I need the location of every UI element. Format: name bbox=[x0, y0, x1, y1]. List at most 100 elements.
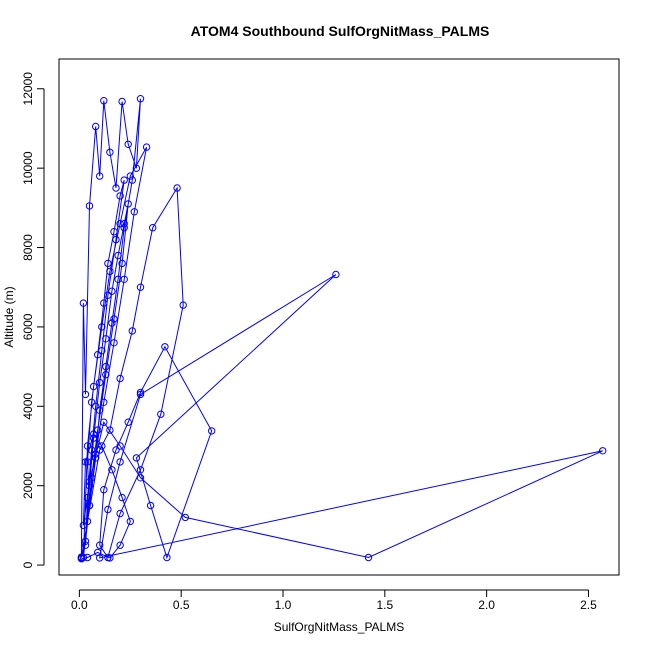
y-axis-label: Altitude (m) bbox=[2, 286, 16, 347]
data-point bbox=[118, 259, 126, 268]
data-point bbox=[94, 548, 102, 557]
data-point bbox=[116, 442, 124, 450]
data-point bbox=[98, 323, 106, 331]
data-point bbox=[132, 164, 141, 172]
y-tick-label: 0 bbox=[21, 561, 35, 568]
data-point bbox=[87, 446, 96, 454]
data-point bbox=[94, 351, 102, 359]
data-point bbox=[124, 418, 132, 426]
data-point bbox=[116, 220, 124, 228]
data-point bbox=[100, 398, 108, 406]
data-point bbox=[81, 458, 90, 466]
data-point bbox=[120, 176, 128, 184]
data-point bbox=[120, 220, 128, 228]
data-point bbox=[96, 406, 104, 414]
data-point bbox=[161, 343, 169, 351]
data-point bbox=[98, 442, 106, 450]
y-tick-label: 10000 bbox=[21, 151, 35, 185]
y-tick-label: 4000 bbox=[21, 393, 35, 420]
data-point bbox=[92, 122, 100, 131]
data-point bbox=[104, 505, 112, 514]
data-point bbox=[81, 390, 90, 399]
data-point bbox=[89, 430, 98, 438]
data-point bbox=[116, 374, 124, 383]
data-point bbox=[112, 235, 120, 244]
data-point bbox=[599, 447, 607, 455]
data-point bbox=[100, 418, 108, 426]
data-point bbox=[87, 474, 96, 482]
data-point bbox=[83, 458, 92, 466]
x-tick-label: 2.0 bbox=[478, 598, 495, 612]
data-point bbox=[116, 192, 124, 200]
data-point bbox=[83, 442, 92, 450]
data-point bbox=[136, 390, 145, 399]
data-point bbox=[102, 335, 110, 343]
data-point bbox=[83, 493, 92, 502]
data-point bbox=[96, 446, 104, 454]
data-point bbox=[85, 501, 94, 510]
data-point bbox=[92, 454, 100, 462]
axes: 0.0 0.5 1.0 1.5 2.0 2.5 0 2000 4000 6000 8000 10000… bbox=[21, 72, 597, 612]
data-point bbox=[208, 427, 216, 435]
data-point bbox=[100, 299, 108, 307]
data-point bbox=[163, 553, 171, 562]
data-point bbox=[96, 541, 104, 549]
data-point bbox=[116, 458, 124, 466]
data-point bbox=[79, 299, 88, 307]
data-point bbox=[114, 251, 122, 260]
data-point bbox=[108, 466, 116, 474]
series-line bbox=[80, 98, 603, 560]
data-point bbox=[126, 172, 135, 180]
data-point bbox=[120, 275, 128, 283]
data-point bbox=[81, 541, 90, 549]
data-point bbox=[157, 410, 165, 418]
data-point bbox=[142, 143, 151, 151]
data-point bbox=[364, 553, 373, 562]
x-tick-label: 0.5 bbox=[173, 598, 190, 612]
data-point bbox=[181, 513, 190, 522]
data-point bbox=[85, 202, 94, 210]
data-point bbox=[81, 537, 90, 545]
y-tick-label: 8000 bbox=[21, 234, 35, 261]
data-point bbox=[126, 517, 135, 526]
data-point bbox=[118, 97, 126, 106]
data-point bbox=[116, 509, 124, 518]
data-point bbox=[85, 482, 94, 490]
y-tick-label: 2000 bbox=[21, 472, 35, 499]
data-point bbox=[112, 446, 120, 454]
data-point bbox=[106, 426, 114, 434]
data-point bbox=[128, 327, 137, 335]
data-point bbox=[132, 454, 141, 462]
x-tick-label: 1.5 bbox=[376, 598, 393, 612]
data-point bbox=[130, 208, 139, 216]
data-point bbox=[136, 474, 145, 482]
data-point bbox=[128, 176, 137, 184]
data-point bbox=[89, 434, 98, 442]
data-point bbox=[179, 301, 187, 309]
data-point bbox=[136, 283, 145, 291]
data-point bbox=[136, 388, 145, 397]
x-axis-label: SulfOrgNitMass_PALMS bbox=[274, 620, 404, 634]
data-point bbox=[96, 172, 104, 180]
data-point bbox=[79, 521, 88, 530]
data-point bbox=[110, 315, 118, 323]
data-point bbox=[108, 287, 116, 295]
data-point bbox=[98, 347, 106, 355]
x-tick-label: 2.5 bbox=[580, 598, 597, 612]
data-point bbox=[116, 541, 124, 549]
data-point bbox=[102, 362, 110, 371]
y-tick-label: 6000 bbox=[21, 313, 35, 340]
data-point bbox=[124, 200, 132, 208]
data-point bbox=[106, 148, 114, 157]
data-point bbox=[332, 270, 340, 279]
data-point bbox=[136, 466, 145, 474]
data-series bbox=[77, 95, 607, 563]
data-point bbox=[77, 555, 86, 563]
data-point bbox=[100, 486, 108, 494]
data-point bbox=[110, 339, 118, 347]
data-point bbox=[94, 426, 102, 434]
x-tick-label: 1.0 bbox=[275, 598, 292, 612]
data-point bbox=[112, 184, 120, 192]
data-point bbox=[104, 291, 112, 299]
data-point bbox=[108, 319, 116, 327]
